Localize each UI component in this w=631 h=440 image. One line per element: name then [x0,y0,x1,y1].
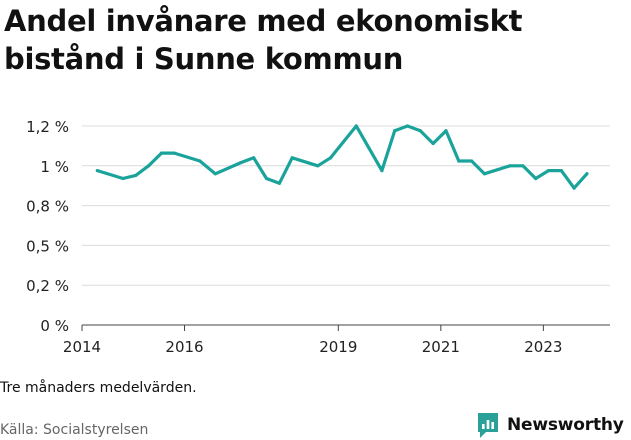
data-point [172,151,176,155]
data-point [121,176,125,181]
data-point [213,172,217,176]
data-point [354,124,358,128]
data-point [469,159,474,163]
y-tick-label: 0 % [40,317,69,335]
x-axis-ticks: 2014 2016 2019 2021 2023 [63,325,562,356]
data-point [198,159,202,163]
data-point [380,168,384,173]
brand-name: Newsworthy [507,415,624,435]
data-point [367,146,371,150]
x-tick-label: 2023 [524,338,562,356]
line-chart: 0 %0,2 %0,5 %0,8 %1 %1,2 % 2014 2016 2019 2… [26,118,610,356]
y-tick-label: 1 % [40,158,69,176]
y-axis-ticks: 0 % 0,2 % 0,5 % 0,8 % 1 % 1,2 % [26,118,69,335]
x-tick-label: 2014 [63,338,101,356]
data-point [95,168,99,173]
y-tick-label: 1,2 % [26,118,69,136]
data-point [134,173,138,177]
data-point [444,129,448,133]
data-point [508,164,512,168]
chart-note: Tre månaders medelvärden. [0,380,197,396]
data-point [418,129,422,133]
data-point [534,176,538,181]
data-point [316,164,320,168]
data-point [521,164,525,168]
data-point [159,151,164,155]
series-layer [95,124,589,190]
data-point [457,159,461,163]
data-point [252,156,256,160]
newsworthy-logo-icon [478,413,498,438]
data-point [546,168,551,173]
data-point [431,141,435,146]
y-tick-label: 0,2 % [26,277,69,295]
data-point [329,156,333,160]
data-point [147,164,151,168]
x-tick-label: 2019 [319,338,357,356]
data-point [572,186,576,190]
y-tick-label: 0,5 % [26,237,69,255]
data-point [264,176,269,181]
y-tick-label: 0,8 % [26,198,69,216]
data-point [341,140,346,144]
data-point [239,161,243,165]
source-credit: Källa: Socialstyrelsen [0,422,149,438]
chart-title: Andel invånare med ekonomiskt bistånd i … [4,4,523,76]
x-tick-label: 2016 [165,338,203,356]
data-point [393,129,397,133]
data-point [559,168,563,173]
data-point [290,156,294,160]
data-point [585,172,589,176]
gridlines [82,125,610,326]
data-point [405,124,410,128]
data-point [277,181,281,185]
newsworthy-logo: Newsworthy [476,410,624,440]
series-line [95,124,589,190]
data-point [482,172,487,176]
x-tick-label: 2021 [422,338,460,356]
